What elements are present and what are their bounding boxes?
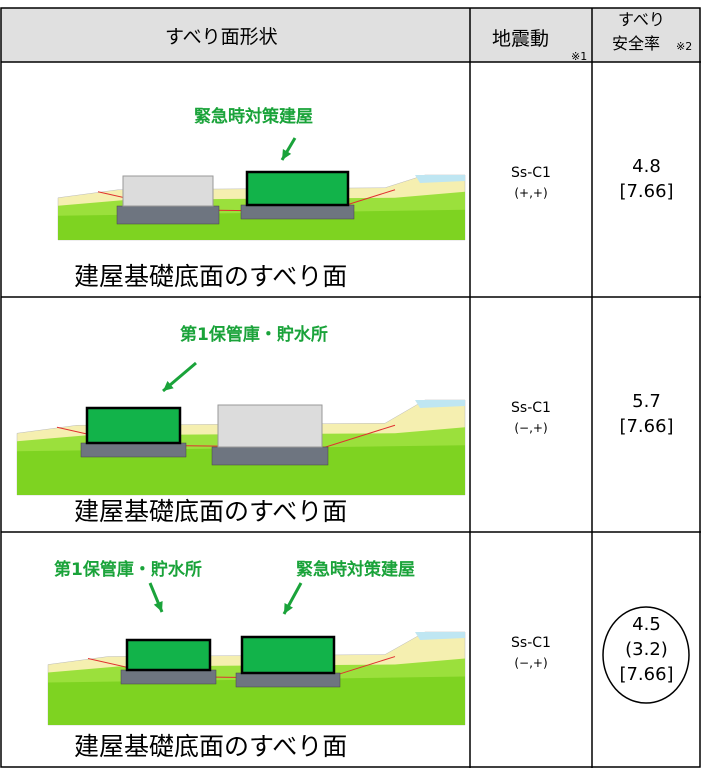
building: [245, 170, 350, 207]
slip-surface-caption: 建屋基礎底面のすべり面: [74, 732, 348, 761]
safety-factor: 4.5: [632, 613, 661, 635]
foundation: [80, 442, 187, 458]
ground-layer: [48, 676, 465, 725]
header-background: [1, 8, 700, 62]
ground-layer: [415, 175, 465, 183]
ground-motion: (+,+): [514, 186, 548, 200]
slip-surface-caption: 建屋基礎底面のすべり面: [74, 262, 348, 291]
slip-surface-caption: 建屋基礎底面のすべり面: [74, 497, 348, 526]
foundation: [120, 669, 217, 685]
arrow-head: [282, 149, 292, 160]
header-note: ※1: [571, 50, 588, 63]
building-label: 第1保管庫・貯水所: [54, 560, 202, 580]
building: [125, 638, 212, 672]
arrow-head: [153, 601, 163, 612]
header-safety: すべり: [618, 10, 665, 29]
building-label: 緊急時対策建屋: [296, 560, 415, 580]
building: [85, 406, 182, 445]
foundation: [240, 204, 355, 220]
diagrams: [16, 137, 466, 726]
safety-factor: 4.8: [632, 156, 661, 177]
ground-motion: Ss-C1: [511, 400, 551, 416]
ground-layer: [415, 632, 465, 640]
header-ground-motion: 地震動: [492, 28, 550, 50]
header-safety: 安全率: [612, 34, 661, 53]
header-shape: すべり面形状: [165, 26, 278, 48]
ground-motion: (−,+): [514, 421, 548, 435]
ground-motion: Ss-C1: [511, 635, 551, 651]
foundation: [211, 446, 329, 466]
ground-motion: Ss-C1: [511, 165, 551, 181]
building: [240, 635, 336, 675]
safety-factor: 5.7: [632, 391, 661, 412]
ground-layer: [415, 400, 465, 408]
ground-layer: [17, 445, 465, 495]
building: [122, 175, 214, 207]
table-grid: [0, 7, 701, 768]
building-label: 緊急時対策建屋: [194, 107, 313, 127]
safety-factor: [7.66]: [619, 181, 674, 202]
foundation: [116, 205, 220, 225]
arrow-head: [284, 603, 293, 614]
highlight-circle: [602, 606, 690, 704]
safety-factor: [7.66]: [619, 663, 674, 685]
header-note: ※2: [676, 40, 693, 53]
building-label: 第1保管庫・貯水所: [180, 325, 328, 345]
building: [217, 404, 323, 448]
safety-factor: [7.66]: [619, 416, 674, 437]
arrow-head: [163, 380, 174, 391]
foundation: [235, 672, 341, 688]
ground-motion: (−,+): [514, 656, 548, 670]
safety-factor: (3.2): [625, 638, 668, 660]
